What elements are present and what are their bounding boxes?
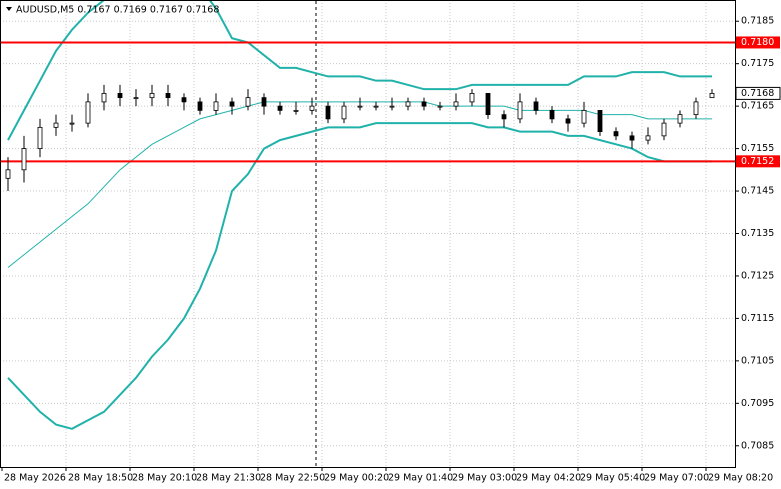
x-tick-label: 28 May 2026 (4, 473, 66, 484)
price-level-tag (736, 36, 780, 49)
candle-body (485, 93, 491, 116)
price-level-tag (736, 155, 780, 168)
y-tick-label: 0.7155 (741, 143, 774, 154)
candle-body (309, 105, 315, 111)
candle-body (261, 97, 267, 107)
candle-body (165, 93, 171, 99)
candle-body (245, 97, 251, 107)
candle-body (5, 169, 11, 179)
candle-body (213, 101, 219, 111)
axes-layer: 0.7085 0.7095 0.7105 0.7115 0.7125 0.7135 0.71… (1, 16, 781, 484)
x-tick-label: 28 May 22:50 (260, 473, 325, 484)
last-price-tag (735, 86, 781, 100)
candle-body (293, 109, 299, 112)
y-tick-label: 0.7095 (741, 398, 774, 409)
x-tick-label: 29 May 04:20 (516, 473, 581, 484)
candle-body (709, 93, 715, 99)
candle-body (453, 101, 459, 107)
candle-body (277, 105, 283, 111)
y-tick-label: 0.7125 (741, 270, 774, 281)
candle-body (341, 105, 347, 120)
y-tick-label: 0.7185 (741, 16, 774, 27)
x-tick-label: 29 May 00:20 (324, 473, 389, 484)
y-tick-label: 0.7175 (741, 58, 774, 69)
candle-body (69, 122, 75, 125)
candle-body (693, 101, 699, 116)
candle-body (405, 101, 411, 107)
plot-area (1, 1, 735, 430)
title-icon (6, 7, 12, 11)
candle-body (629, 135, 635, 141)
candle-body (645, 135, 651, 141)
bollinger-band (7, 1, 712, 141)
candle-body (389, 105, 395, 108)
candle-body (533, 101, 539, 111)
grid-layer (0, 0, 735, 467)
chart-title: AUDUSD,M5 0.7167 0.7169 0.7167 0.7168 (16, 5, 219, 16)
candle-body (357, 105, 363, 108)
x-tick-label: 29 May 08:20 (708, 473, 773, 484)
x-tick-label: 28 May 21:30 (196, 473, 261, 484)
candle-body (597, 109, 603, 133)
x-tick-label: 28 May 20:10 (132, 473, 197, 484)
y-tick-label: 0.7085 (741, 440, 774, 451)
last-price-label: 0.7168 (741, 88, 774, 99)
candle-body (565, 118, 571, 124)
candle-body (677, 114, 683, 124)
candle-body (581, 109, 587, 124)
candle-body (517, 101, 523, 120)
candle-body (53, 122, 59, 128)
y-tick-label: 0.7165 (741, 101, 774, 112)
candle-body (85, 101, 91, 124)
x-tick-label: 29 May 01:40 (388, 473, 453, 484)
bollinger-band (7, 122, 712, 430)
candle-body (373, 105, 379, 108)
candle-body (133, 97, 139, 100)
candle-body (149, 93, 155, 99)
y-tick-label: 0.7105 (741, 355, 774, 366)
price-level-label: 0.7180 (741, 37, 774, 48)
candle-body (37, 126, 43, 149)
candle-body (197, 101, 203, 111)
y-tick-label: 0.7135 (741, 228, 774, 239)
candle-body (117, 93, 123, 99)
plot-frame (0, 0, 736, 468)
x-tick-label: 28 May 18:50 (68, 473, 133, 484)
candle-body (661, 122, 667, 137)
x-tick-label: 29 May 07:00 (644, 473, 709, 484)
price-level-label: 0.7152 (741, 156, 774, 167)
candle-body (325, 105, 331, 120)
x-tick-label: 29 May 03:00 (452, 473, 517, 484)
candle-body (101, 93, 107, 103)
candle-body (613, 131, 619, 137)
candle-body (549, 109, 555, 120)
candle-body (21, 148, 27, 171)
x-tick-label: 29 May 05:40 (580, 473, 645, 484)
candle-body (229, 101, 235, 107)
candle-body (469, 93, 475, 103)
candle-body (421, 101, 427, 107)
candle-body (501, 114, 507, 120)
candle-body (181, 97, 187, 103)
y-tick-label: 0.7145 (741, 186, 774, 197)
candle-body (437, 105, 443, 108)
y-tick-label: 0.7115 (741, 313, 774, 324)
